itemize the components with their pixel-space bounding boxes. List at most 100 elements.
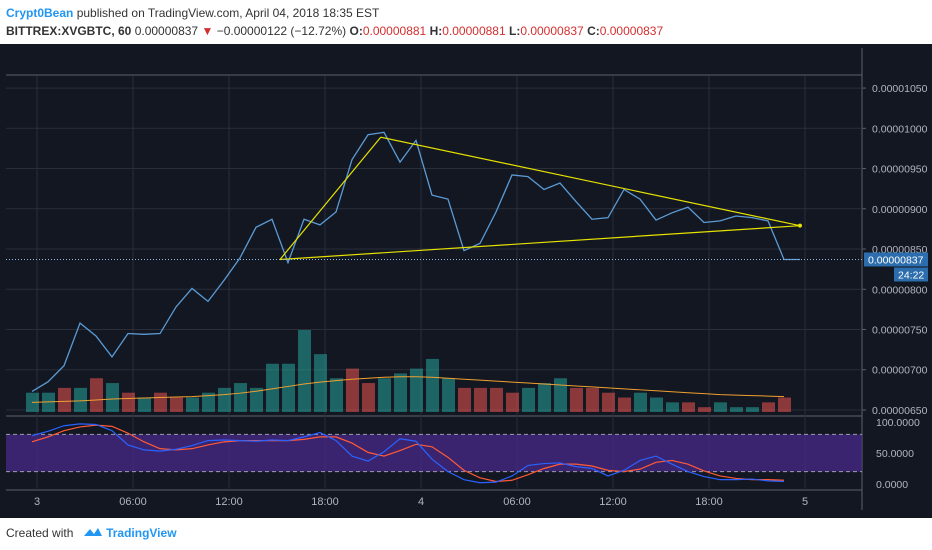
triangle-trendline <box>279 225 801 261</box>
chart-area[interactable]: 3 06:00 12:00 18:00 4 06:00 12:00 18:00 5 0.00001… <box>0 44 932 518</box>
trendline-apex-point <box>798 223 802 228</box>
volume-bar <box>250 387 263 412</box>
volume-bar <box>346 368 359 412</box>
stoch-d-line <box>31 424 785 483</box>
symbol-label: BITTREX:XVGBTC, 60 <box>6 24 132 38</box>
time-tick-label: 06:00 <box>119 496 147 508</box>
volume-bar <box>426 358 439 412</box>
stoch-tick-label: 100.0000 <box>876 417 920 429</box>
chart-header: Crypt0Bean published on TradingView.com,… <box>6 4 926 40</box>
volume-bar <box>282 363 295 412</box>
high-label: H: <box>429 24 443 38</box>
volume-bar <box>218 387 231 412</box>
time-tick-label: 12:00 <box>215 496 243 508</box>
volume-bar <box>266 363 279 412</box>
countdown-badge <box>894 267 928 282</box>
tradingview-link[interactable]: TradingView <box>106 526 177 540</box>
close-value: 0.00000837 <box>599 24 664 38</box>
volume-bar <box>506 392 519 412</box>
volume-bar <box>554 378 567 412</box>
volume-bar <box>778 397 791 412</box>
triangle-trendline <box>279 136 382 260</box>
price-tick-label: 0.00000800 <box>872 284 928 296</box>
volume-bar <box>138 397 151 412</box>
price-tick-label: 0.00000700 <box>872 365 928 377</box>
stoch-k-line <box>31 423 785 484</box>
volume-bar <box>634 392 647 412</box>
volume-bar <box>698 407 711 412</box>
volume-bar <box>234 383 247 412</box>
price-chart[interactable]: 3 06:00 12:00 18:00 4 06:00 12:00 18:00 50.00001… <box>0 44 932 518</box>
price-change: −0.00000122 (−12.72%) <box>216 24 347 38</box>
volume-bar <box>762 402 775 412</box>
time-tick-label: 12:00 <box>599 496 627 508</box>
volume-bar <box>682 402 695 412</box>
footer: Created with TradingView <box>6 522 177 544</box>
price-tick-label: 0.00000650 <box>872 405 928 417</box>
time-tick-label: 18:00 <box>695 496 723 508</box>
volume-bar <box>666 402 679 412</box>
countdown-label: 24:22 <box>898 269 924 281</box>
time-tick-label: 5 <box>802 496 808 508</box>
high-value: 0.00000881 <box>442 24 506 38</box>
stoch-tick-label: 50.0000 <box>876 448 914 460</box>
volume-bar <box>170 397 183 412</box>
price-tick-label: 0.00001050 <box>872 83 928 95</box>
volume-bar <box>522 387 535 412</box>
volume-bar <box>330 378 343 412</box>
price-tick-label: 0.00000950 <box>872 164 928 176</box>
volume-bar <box>474 387 487 412</box>
volume-bar <box>730 407 743 412</box>
price-line <box>31 131 800 393</box>
down-arrow-icon: ▼ <box>201 24 214 38</box>
volume-bar <box>362 383 375 412</box>
price-tick-label: 0.00001000 <box>872 123 928 135</box>
created-with-label: Created with <box>6 526 74 540</box>
volume-ma-line <box>31 376 785 403</box>
current-price-label: 0.00000837 <box>868 254 924 266</box>
volume-bar <box>714 402 727 412</box>
volume-bar <box>394 373 407 412</box>
volume-bar <box>410 368 423 412</box>
volume-bar <box>106 383 119 412</box>
volume-bar <box>186 397 199 412</box>
stoch-band <box>6 434 862 472</box>
open-value: 0.00000881 <box>362 24 427 38</box>
author-link[interactable]: Crypt0Bean <box>6 6 74 20</box>
time-tick-label: 18:00 <box>311 496 339 508</box>
time-tick-label: 06:00 <box>503 496 531 508</box>
volume-bar <box>122 392 135 412</box>
volume-bar <box>298 330 311 412</box>
volume-bar <box>202 392 215 412</box>
current-price-badge <box>864 252 928 267</box>
open-label: O: <box>349 24 363 38</box>
volume-bar <box>570 387 583 412</box>
low-value: 0.00000837 <box>520 24 584 38</box>
close-label: C: <box>587 24 600 38</box>
triangle-trendline <box>380 136 801 227</box>
tradingview-logo-icon[interactable] <box>83 523 103 545</box>
volume-bar <box>90 378 103 412</box>
publish-info: published on TradingView.com, April 04, … <box>76 6 380 20</box>
stoch-tick-label: 0.0000 <box>876 479 908 491</box>
time-tick-label: 3 <box>34 496 40 508</box>
volume-bar <box>746 407 759 412</box>
volume-bar <box>442 378 455 412</box>
low-label: L: <box>509 24 521 38</box>
volume-bar <box>650 397 663 412</box>
time-tick-label: 4 <box>418 496 424 508</box>
volume-bar <box>74 387 87 412</box>
publish-line: Crypt0Bean published on TradingView.com,… <box>6 4 926 22</box>
volume-bar <box>586 387 599 412</box>
volume-bar <box>538 383 551 412</box>
volume-bar <box>602 392 615 412</box>
volume-bar <box>618 397 631 412</box>
volume-bar <box>458 387 471 412</box>
volume-bar <box>154 392 167 412</box>
volume-bar <box>378 378 391 412</box>
price-tick-label: 0.00000900 <box>872 204 928 216</box>
ohlc-line: BITTREX:XVGBTC, 60 0.00000837 ▼ −0.00000… <box>6 22 926 40</box>
volume-bar <box>314 354 327 412</box>
price-tick-label: 0.00000750 <box>872 325 928 337</box>
volume-bar <box>58 387 71 412</box>
